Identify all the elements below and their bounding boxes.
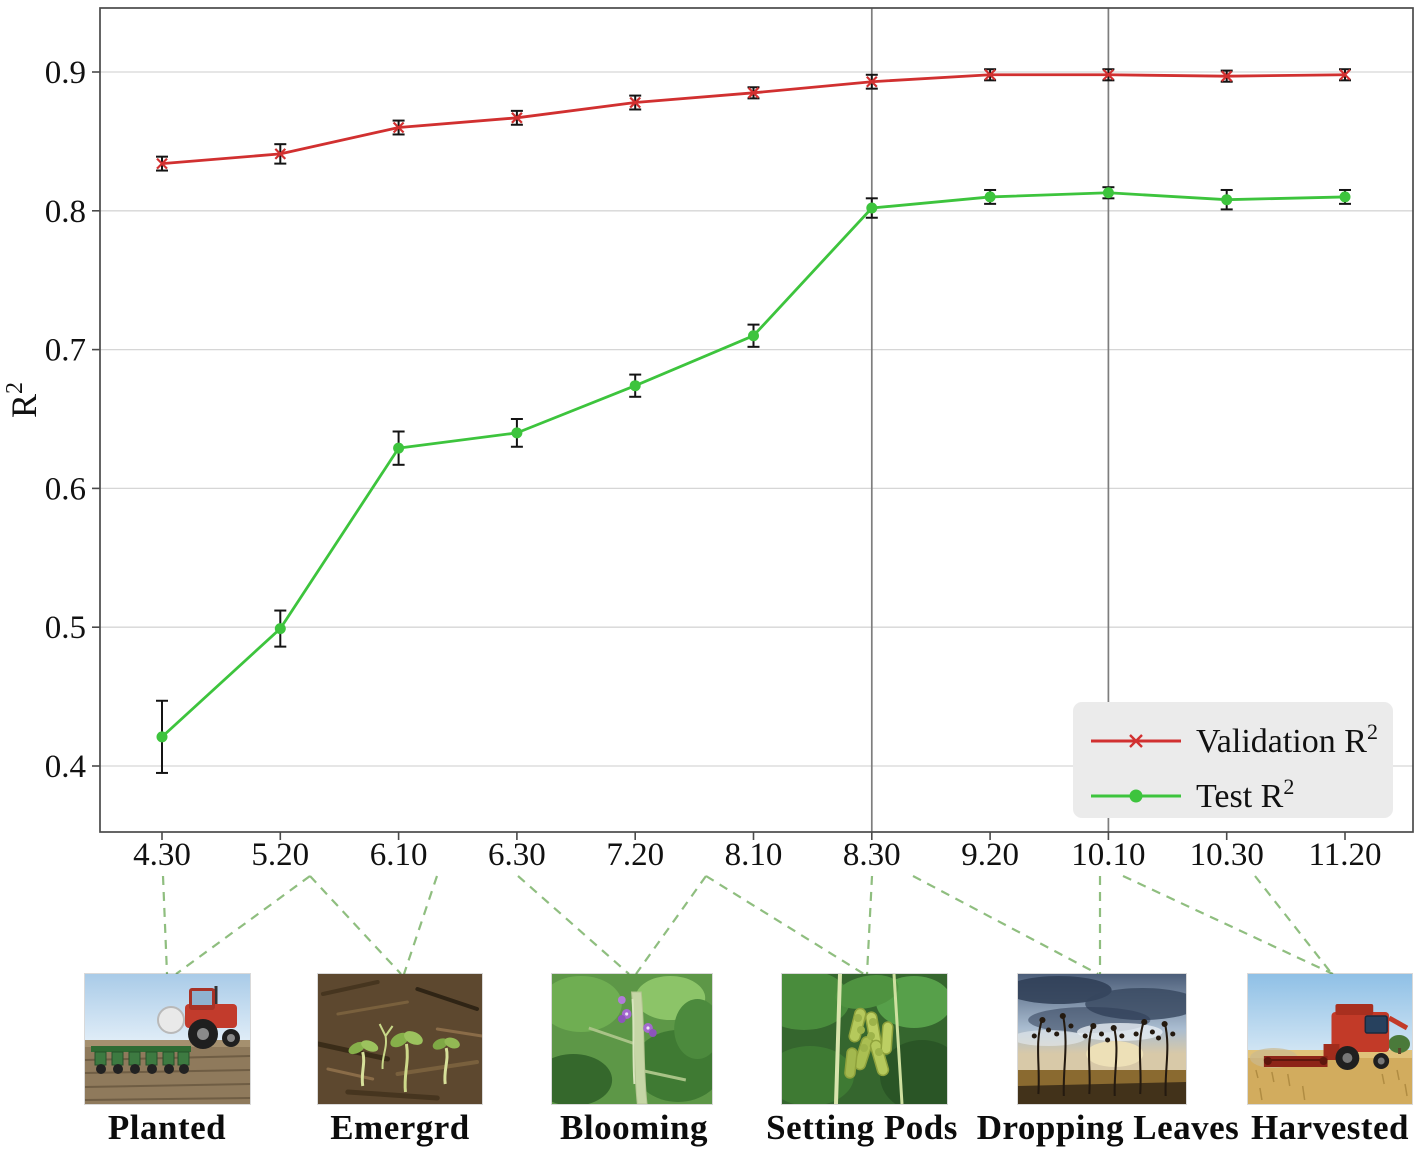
x-marker — [1220, 70, 1233, 82]
y-tick-label: 0.4 — [45, 749, 86, 785]
x-tick-label: 7.20 — [606, 837, 664, 870]
x-tick-label: 10.10 — [1071, 837, 1145, 870]
circle-marker — [1221, 194, 1233, 206]
x-tick-label: 11.20 — [1308, 837, 1381, 870]
dry-plants — [1037, 1013, 1169, 1097]
combine — [1263, 1004, 1409, 1070]
r2-line-chart: 4.30 5.20 6.10 6.30 7.20 8.10 8.30 9.20 10.10 10.… — [2, 7, 1414, 870]
legend-box — [1073, 702, 1393, 818]
circle-marker — [984, 191, 996, 203]
caption-dropping-leaves: Dropping Leaves — [976, 1108, 1240, 1147]
legend: Validation R2 Test R2 — [1073, 702, 1393, 818]
x-marker — [511, 112, 523, 124]
connector-line — [1254, 875, 1333, 975]
caption-blooming: Blooming — [560, 1108, 708, 1147]
circle-marker — [511, 427, 523, 439]
y-axis-label: R2 — [2, 382, 44, 418]
plot-border — [99, 7, 1414, 833]
x-marker — [747, 87, 760, 99]
test-line — [161, 191, 1346, 738]
x-tick-label: 8.10 — [725, 837, 783, 870]
y-tick-label: 0.5 — [45, 610, 86, 646]
dry-soybean-field-image — [1018, 974, 1186, 1104]
x-tick-label: 6.30 — [488, 837, 546, 870]
circle-marker — [866, 202, 878, 214]
x-marker — [629, 96, 641, 109]
legend-circle-marker — [1129, 789, 1143, 803]
x-marker — [984, 68, 996, 81]
connector-line — [912, 875, 1099, 975]
connector-line — [865, 875, 874, 975]
connector-line — [1122, 875, 1334, 975]
purple-flowers — [617, 996, 657, 1037]
circle-marker — [393, 442, 405, 454]
stage-photo-dropping-leaves — [1018, 974, 1186, 1104]
legend-label: Validation R2 — [1196, 719, 1378, 760]
circle-marker — [629, 380, 641, 392]
connector-line — [402, 875, 439, 975]
y-tick-label: 0.9 — [45, 55, 86, 91]
y-tick-label: 0.8 — [45, 194, 86, 230]
x-marker — [274, 148, 287, 160]
soybean-pods-image — [782, 974, 947, 1104]
y-tick-label: 0.7 — [45, 333, 86, 369]
x-marker — [1102, 68, 1115, 81]
circle-marker — [274, 623, 286, 635]
circle-marker — [1339, 191, 1351, 203]
x-tick-label: 6.10 — [370, 837, 428, 870]
x-tick-label: 4.30 — [133, 837, 191, 870]
connector-line — [517, 875, 630, 975]
caption-planted: Planted — [107, 1108, 227, 1147]
x-tick-label: 10.30 — [1190, 837, 1264, 870]
planted-tractor-image — [85, 974, 250, 1104]
connector-line — [635, 875, 707, 975]
caption-emergrd: Emergrd — [330, 1108, 470, 1147]
stage-photo-emergrd — [318, 974, 482, 1104]
blooming-stem-image — [552, 974, 712, 1104]
test-series — [156, 186, 1351, 774]
stage-photo-harvested — [1248, 974, 1412, 1104]
x-tick-label: 8.30 — [843, 837, 901, 870]
circle-marker — [748, 330, 759, 342]
caption-setting-pods: Setting Pods — [766, 1108, 958, 1147]
x-marker — [392, 121, 405, 134]
connector-line — [161, 875, 169, 975]
connector-line — [309, 875, 402, 975]
stage-photo-blooming — [552, 974, 712, 1104]
stage-photo-setting-pods — [782, 974, 947, 1104]
circle-marker — [156, 731, 168, 743]
tractor — [91, 986, 240, 1074]
connector-line — [175, 875, 311, 975]
caption-harvested: Harvested — [1250, 1108, 1410, 1147]
tick-to-photo-connectors — [161, 875, 1334, 975]
legend-x-marker — [1129, 734, 1143, 748]
x-tick-label: 9.20 — [961, 837, 1019, 870]
circle-marker — [1102, 187, 1114, 199]
x-marker — [866, 75, 878, 88]
x-marker — [156, 157, 168, 170]
x-tick-label: 5.20 — [251, 837, 309, 870]
seedlings — [348, 1023, 460, 1093]
emerging-seedlings-image — [318, 974, 482, 1104]
y-tick-label: 0.6 — [45, 471, 86, 507]
connector-line — [705, 875, 865, 975]
legend-label: Test R2 — [1196, 774, 1294, 815]
validation-series — [156, 68, 1351, 172]
x-marker — [1339, 68, 1351, 81]
combine-harvester-image — [1248, 974, 1412, 1104]
stage-photo-planted — [85, 974, 250, 1104]
